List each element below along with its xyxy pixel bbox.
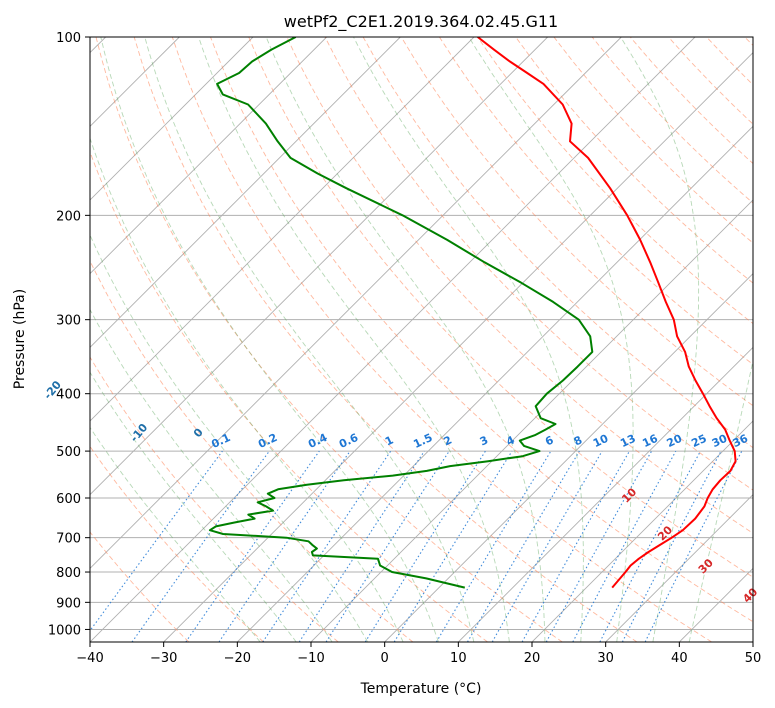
y-tick-label: 1000 <box>48 623 81 638</box>
y-axis-ticks: 100 200 300 400 500 600 700 800 900 1000 <box>48 31 90 638</box>
dry-adiabat-line <box>90 259 414 642</box>
dry-adiabat-line <box>90 150 488 642</box>
y-tick-label: 800 <box>56 566 81 581</box>
chart-title: wetPf2_C2E1.2019.364.02.45.G11 <box>284 12 558 32</box>
isotherm-line <box>90 37 548 496</box>
horizontal-gridlines <box>90 37 753 630</box>
mixing-ratio-label: 16 <box>640 432 660 450</box>
isotherm-line <box>605 494 753 642</box>
dry-adiabat-line <box>90 356 339 642</box>
mixing-ratio-line <box>644 450 743 642</box>
isotherm-line <box>531 420 753 642</box>
y-tick-label: 200 <box>56 209 81 224</box>
mixing-ratio-line <box>393 450 513 642</box>
mixing-ratio-label: 13 <box>618 432 637 450</box>
x-tick-label: 50 <box>745 651 762 666</box>
isotherm-line <box>384 273 753 642</box>
moist-adiabat-line <box>353 37 584 642</box>
x-tick-label: −30 <box>150 651 177 666</box>
x-tick-label: 20 <box>524 651 541 666</box>
dry-adiabat-line <box>95 37 563 642</box>
y-axis-label: Pressure (hPa) <box>12 289 28 389</box>
moist-adiabat-line <box>198 37 510 642</box>
mixing-ratio-line <box>521 450 630 642</box>
mixing-ratio-label: 30 <box>710 432 730 450</box>
mixing-ratio-line <box>325 450 450 642</box>
mixing-ratio-line <box>218 450 351 642</box>
moist-adiabat-line <box>265 37 546 642</box>
isotherm-line <box>163 52 753 642</box>
dry-adiabat-line <box>400 37 753 407</box>
moist-adiabat-line <box>688 358 753 642</box>
moist-adiabat-line <box>100 37 439 642</box>
y-tick-label: 500 <box>56 445 81 460</box>
y-tick-label: 600 <box>56 492 81 507</box>
dry-adiabat-line <box>171 37 712 642</box>
profile-series-line <box>208 37 594 589</box>
mixing-ratio-label: 25 <box>689 432 708 450</box>
mixing-ratio-line <box>298 450 425 642</box>
x-tick-label: −20 <box>224 651 251 666</box>
isotherm-line <box>237 125 753 642</box>
x-tick-label: −10 <box>297 651 324 666</box>
isotherm-line <box>90 37 622 569</box>
dry-adiabat-line <box>133 37 638 642</box>
x-tick-label: 40 <box>671 651 688 666</box>
mixing-ratio-line <box>572 450 677 642</box>
y-tick-label: 300 <box>56 314 81 329</box>
dry-adiabat-line <box>248 37 753 578</box>
profile-series-line <box>477 37 737 589</box>
dry-adiabat-line <box>90 445 264 642</box>
x-tick-label: 0 <box>381 651 389 666</box>
plot-frame <box>89 36 754 643</box>
moist-adiabat-line <box>620 37 700 642</box>
dry-adiabat-line <box>324 37 753 491</box>
isotherm-line <box>90 37 254 201</box>
mixing-ratio-line <box>262 450 392 642</box>
isotherm-line <box>90 37 327 275</box>
y-tick-label: 700 <box>56 532 81 547</box>
moist-adiabat-line <box>90 136 404 642</box>
x-axis-label: Temperature (°C) <box>360 681 482 697</box>
y-tick-label: 400 <box>56 388 81 403</box>
mixing-ratio-line <box>185 450 320 642</box>
moist-adiabat-line <box>90 234 369 642</box>
moist-adiabat-line <box>90 308 333 642</box>
dry-adiabat-line <box>439 37 753 365</box>
reference-lines <box>90 37 753 642</box>
profile-series <box>208 37 737 589</box>
dry-adiabat-line <box>210 37 753 623</box>
mixing-ratio-line <box>90 450 223 632</box>
moist-adiabat-line <box>90 426 261 642</box>
moist-adiabat-line <box>144 37 475 642</box>
isotherm-line <box>90 37 696 642</box>
isotherm-line <box>458 346 753 642</box>
isotherm-line <box>90 37 401 348</box>
mixing-ratio-line <box>131 450 270 642</box>
mixing-ratio-label: 20 <box>665 432 685 450</box>
x-axis-ticks: −40 −30 −20 −10 0 10 20 30 40 50 <box>76 642 761 666</box>
mixing-ratio-label: 10 <box>591 432 611 450</box>
x-tick-label: −40 <box>76 651 103 666</box>
y-tick-label: 100 <box>56 31 81 46</box>
dry-adiabat-line <box>515 37 753 284</box>
isotherm-line <box>90 37 475 422</box>
x-tick-label: 10 <box>450 651 467 666</box>
mixing-ratio-line <box>545 450 653 642</box>
y-tick-label: 900 <box>56 596 81 611</box>
dry-adiabat-line <box>90 531 190 642</box>
mixing-ratio-label: 36 <box>731 432 751 450</box>
x-tick-label: 30 <box>597 651 614 666</box>
